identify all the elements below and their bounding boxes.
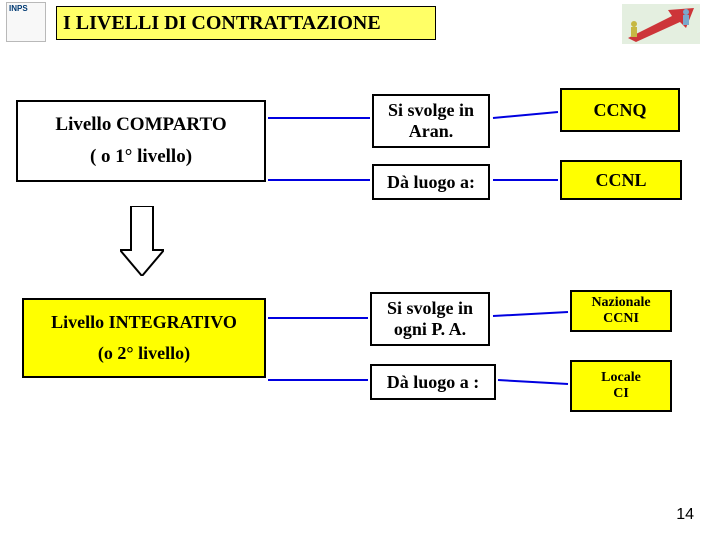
text-line: Livello COMPARTO — [55, 114, 226, 136]
text-line: CI — [613, 386, 629, 402]
text-line: ( o 1° livello) — [90, 146, 192, 168]
text-line: Si svolge in — [388, 100, 474, 121]
text-line: Si svolge in — [387, 298, 473, 319]
text-line: (o 2° livello) — [98, 343, 190, 364]
box-livello-integrativo: Livello INTEGRATIVO (o 2° livello) — [22, 298, 266, 378]
text-line: CCNI — [603, 311, 639, 327]
text-line: Nazionale — [591, 295, 650, 311]
box-ccnq: CCNQ — [560, 88, 680, 132]
text-line: Dà luogo a : — [387, 372, 480, 393]
box-da-luogo-2: Dà luogo a : — [370, 364, 496, 400]
box-ccnl: CCNL — [560, 160, 682, 200]
box-si-svolge-pa: Si svolge in ogni P. A. — [370, 292, 490, 346]
slide-title-text: I LIVELLI DI CONTRATTAZIONE — [63, 12, 381, 35]
box-da-luogo-1: Dà luogo a: — [372, 164, 490, 200]
slide-title: I LIVELLI DI CONTRATTAZIONE — [56, 6, 436, 40]
text-line: CCNL — [595, 170, 646, 191]
box-locale-ci: Locale CI — [570, 360, 672, 412]
text-line: Dà luogo a: — [387, 172, 475, 193]
decor-illustration — [622, 4, 700, 44]
arrow-down-icon — [120, 206, 164, 281]
logo-inps: INPS — [6, 2, 46, 42]
logo-text: INPS — [9, 4, 28, 13]
text-line: CCNQ — [594, 100, 647, 121]
page-number: 14 — [676, 506, 694, 524]
box-si-svolge-aran: Si svolge in Aran. — [372, 94, 490, 148]
box-livello-comparto: Livello COMPARTO ( o 1° livello) — [16, 100, 266, 182]
text-line: Locale — [601, 370, 641, 386]
text-line: ogni P. A. — [394, 319, 466, 340]
text-line: Aran. — [409, 121, 454, 142]
text-line: Livello INTEGRATIVO — [51, 312, 237, 333]
box-nazionale-ccni: Nazionale CCNI — [570, 290, 672, 332]
connector-lines — [0, 0, 720, 540]
